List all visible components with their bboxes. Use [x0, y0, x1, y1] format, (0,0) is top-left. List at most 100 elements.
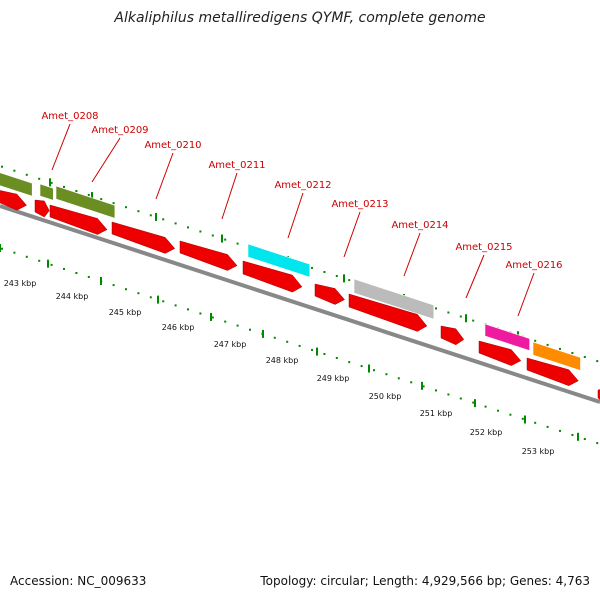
- outer-tick: [236, 242, 239, 245]
- cds-arrow: [34, 199, 50, 218]
- inner-tick: [472, 401, 475, 404]
- inner-tick: [447, 393, 450, 396]
- outer-tick: [211, 234, 214, 237]
- inner-tick: [360, 365, 363, 368]
- inner-tick: [385, 373, 388, 376]
- inner-tick: [187, 308, 189, 311]
- inner-tick: [373, 369, 375, 372]
- inner-tick: [199, 312, 202, 315]
- inner-tick: [162, 300, 165, 303]
- outer-tick: [472, 319, 475, 322]
- leader-line: [155, 152, 174, 200]
- outer-tick: [87, 194, 90, 196]
- gene-block-olive: [39, 183, 54, 201]
- outer-tick: [63, 185, 65, 188]
- outer-tick: [546, 343, 549, 346]
- topology-summary: Topology: circular; Length: 4,929,566 bp…: [260, 574, 590, 588]
- outer-tick: [534, 339, 537, 342]
- inner-tick: [224, 320, 227, 323]
- inner-tick: [125, 288, 127, 291]
- inner-tick: [286, 340, 289, 343]
- leader-line: [465, 254, 485, 299]
- outer-tick: [323, 271, 326, 273]
- cds-arrow: [478, 340, 522, 366]
- inner-tick: [50, 263, 53, 266]
- gene-block-cyan: [247, 243, 311, 278]
- inner-tick: [583, 438, 586, 440]
- backbone-line: [0, 204, 600, 404]
- gene-block-magenta: [484, 323, 531, 352]
- leader-line: [403, 232, 421, 277]
- outer-tick: [583, 356, 586, 358]
- gene-label: Amet_0216: [505, 260, 562, 271]
- gene-label: Amet_0208: [41, 111, 98, 122]
- outer-tick: [199, 230, 202, 233]
- scale-label: 250 kbp: [369, 392, 402, 401]
- outer-tick: [137, 210, 140, 213]
- leader-line: [517, 272, 535, 317]
- scale-label: 246 kbp: [162, 323, 195, 332]
- inner-tick: [112, 284, 115, 287]
- gene-block-orange: [532, 341, 581, 371]
- cds-arrow: [440, 325, 465, 346]
- leader-line: [287, 192, 304, 239]
- inner-tick: [546, 425, 549, 428]
- inner-tick: [87, 276, 90, 278]
- inner-tick: [410, 381, 413, 384]
- gene-label: Amet_0212: [274, 180, 331, 191]
- scale-label: 252 kbp: [470, 428, 503, 437]
- gene-label: Amet_0215: [455, 242, 512, 253]
- outer-tick: [75, 190, 78, 192]
- inner-tick: [273, 336, 276, 339]
- leader-line: [343, 211, 361, 258]
- scale-label: 244 kbp: [56, 292, 89, 301]
- gene-features: [0, 172, 600, 401]
- gene-label: Amet_0210: [144, 140, 201, 151]
- scale-label: 249 kbp: [317, 374, 350, 383]
- leader-line: [221, 172, 238, 220]
- cds-arrow: [242, 260, 303, 293]
- outer-tick: [559, 347, 561, 350]
- outer-tick: [112, 202, 115, 205]
- gene-label: Amet_0213: [331, 199, 388, 210]
- inner-tick: [397, 377, 400, 380]
- outer-tick: [25, 173, 28, 176]
- accession-text: Accession: NC_009633: [10, 574, 147, 588]
- inner-tick: [534, 421, 537, 424]
- outer-tick: [100, 198, 103, 201]
- inner-tick: [236, 324, 239, 327]
- gene-block-gray: [353, 278, 435, 320]
- inner-tick: [335, 357, 338, 359]
- inner-tick: [323, 353, 326, 355]
- cds-arrow: [111, 221, 176, 254]
- inner-tick: [25, 255, 28, 258]
- outer-tick: [348, 279, 351, 282]
- inner-tick: [509, 413, 512, 416]
- inner-tick: [174, 304, 177, 307]
- inner-tick: [484, 405, 487, 408]
- inner-tick: [38, 259, 41, 262]
- inner-tick: [311, 348, 313, 351]
- outer-tick: [224, 238, 227, 241]
- inner-tick: [249, 328, 251, 331]
- outer-tick: [50, 181, 53, 184]
- outer-tick: [125, 206, 127, 209]
- outer-tick: [174, 222, 177, 225]
- cds-arrow: [526, 357, 579, 386]
- outer-tick: [162, 218, 165, 221]
- gene-labels: Amet_0208 Amet_0209 Amet_0210 Amet_0211 Amet…: [41, 111, 562, 271]
- inner-tick: [571, 434, 574, 436]
- inner-tick: [13, 251, 16, 254]
- scale-label: 253 kbp: [522, 447, 555, 456]
- inner-tick: [211, 316, 214, 319]
- inner-tick: [75, 272, 78, 274]
- label-leaders: [51, 123, 535, 317]
- outer-tick: [311, 266, 313, 269]
- scale-label: 245 kbp: [109, 308, 142, 317]
- inner-tick: [137, 292, 140, 295]
- outer-tick: [447, 311, 450, 314]
- outer-tick: [571, 352, 574, 354]
- outer-tick: [1, 165, 3, 168]
- outer-tick: [187, 226, 189, 229]
- inner-tick: [63, 267, 65, 270]
